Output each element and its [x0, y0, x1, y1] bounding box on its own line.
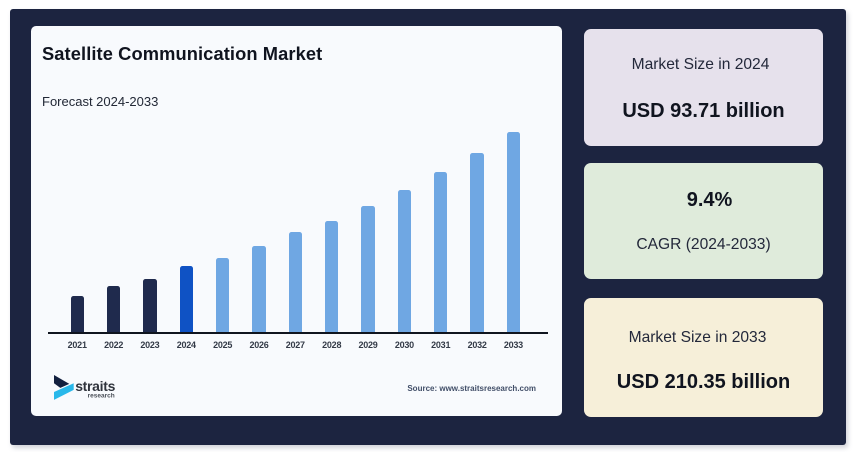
svg-text:research: research	[88, 392, 115, 399]
svg-text:straits: straits	[75, 378, 115, 394]
